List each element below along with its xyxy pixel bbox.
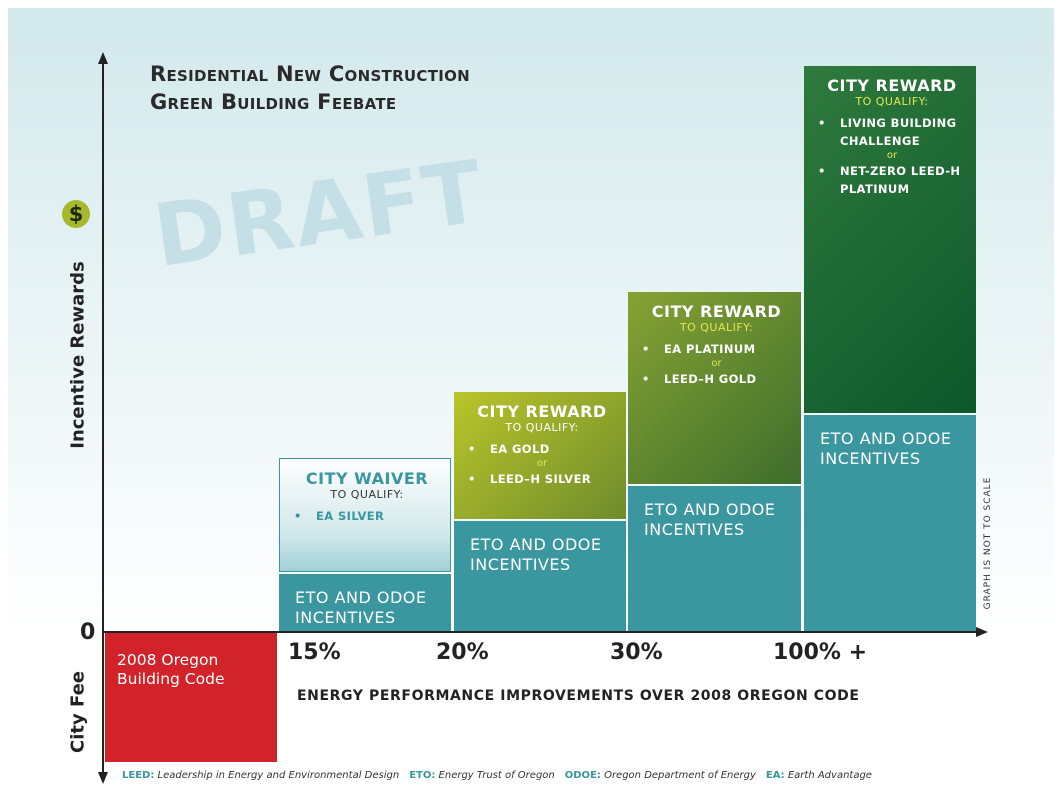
baseline-box: 2008 Oregon Building Code — [105, 633, 277, 762]
tier-separator: or — [711, 358, 722, 369]
footer-term: ETO: — [409, 770, 436, 781]
footer-definition: Oregon Department of Energy — [604, 770, 756, 781]
x-tick-label: 20% — [436, 640, 489, 665]
tier-separator: or — [536, 458, 548, 469]
base-box: ETO AND ODOE INCENTIVES — [804, 415, 976, 631]
footer-definition: Earth Advantage — [787, 770, 872, 781]
tier-option: LIVING BUILDING CHALLENGE — [818, 114, 966, 150]
tier-separator: or — [886, 150, 898, 161]
x-tick-label: 15% — [288, 640, 341, 665]
footer-definition: Energy Trust of Oregon — [438, 770, 555, 781]
tier-option: EA GOLD — [468, 440, 616, 458]
base-box: ETO AND ODOE INCENTIVES — [454, 521, 626, 631]
tier-heading: CITY REWARD — [827, 76, 957, 95]
title-line: Residential New Construction — [150, 62, 471, 86]
tier-heading: CITY REWARD — [477, 402, 607, 421]
tier-heading: CITY REWARD — [651, 302, 782, 321]
tier-qualify: TO QUALIFY: — [505, 421, 579, 434]
tier-heading: CITY WAIVER — [305, 469, 429, 488]
footer-term: LEED: — [122, 770, 155, 781]
zero-label: 0 — [80, 620, 96, 645]
tier-option: LEED–H SILVER — [468, 470, 616, 488]
tier-option: NET-ZERO LEED-H PLATINUM — [818, 162, 966, 198]
arrow-down — [98, 772, 108, 784]
tier-qualify: TO QUALIFY: — [330, 488, 404, 501]
base-box: ETO AND ODOE INCENTIVES — [628, 486, 801, 631]
baseline-label: Building Code — [117, 670, 225, 688]
tier-option: EA PLATINUM — [642, 340, 791, 358]
title-line: Green Building Feebate — [150, 90, 397, 114]
x-tick-label: 30% — [610, 640, 663, 665]
tier-option: LEED–H GOLD — [642, 370, 791, 388]
tier-qualify: TO QUALIFY: — [679, 321, 754, 334]
arrow-up — [98, 52, 108, 64]
footer-definition: Leadership in Energy and Environmental D… — [157, 770, 400, 781]
tier-qualify: TO QUALIFY: — [855, 95, 929, 108]
dollar-icon: $ — [62, 200, 90, 228]
tier-option: EA SILVER — [294, 507, 440, 525]
x-tick-label: 100% + — [773, 640, 868, 665]
base-box: ETO AND ODOE INCENTIVES — [279, 574, 451, 631]
footer-term: EA: — [765, 770, 785, 781]
arrow-right — [976, 627, 988, 637]
x-axis-label: ENERGY PERFORMANCE IMPROVEMENTS OVER 200… — [297, 688, 860, 704]
footer-term: ODOE: — [564, 770, 601, 781]
baseline-label: 2008 Oregon — [117, 651, 219, 669]
footer: LEED: Leadership in Energy and Environme… — [122, 770, 882, 781]
